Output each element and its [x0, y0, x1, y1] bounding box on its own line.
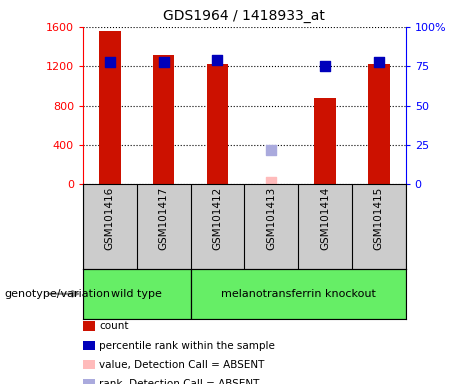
Bar: [83, 269, 190, 319]
Bar: [314, 98, 336, 184]
Bar: [207, 64, 228, 184]
Text: count: count: [99, 321, 129, 331]
Text: GSM101417: GSM101417: [159, 187, 169, 250]
Text: genotype/variation: genotype/variation: [5, 289, 111, 299]
Point: [214, 57, 221, 63]
Text: value, Detection Call = ABSENT: value, Detection Call = ABSENT: [99, 360, 265, 370]
Bar: [190, 269, 406, 319]
Bar: [153, 55, 174, 184]
Point: [321, 63, 329, 70]
Text: GSM101413: GSM101413: [266, 187, 276, 250]
Text: wild type: wild type: [111, 289, 162, 299]
Point: [267, 147, 275, 153]
Bar: [99, 31, 121, 184]
Point: [160, 58, 167, 65]
Point: [267, 179, 275, 185]
Text: rank, Detection Call = ABSENT: rank, Detection Call = ABSENT: [99, 379, 260, 384]
Title: GDS1964 / 1418933_at: GDS1964 / 1418933_at: [163, 9, 325, 23]
Text: GSM101415: GSM101415: [374, 187, 384, 250]
Point: [375, 58, 383, 65]
Text: GSM101412: GSM101412: [213, 187, 223, 250]
Bar: [368, 64, 390, 184]
Text: melanotransferrin knockout: melanotransferrin knockout: [221, 289, 376, 299]
Point: [106, 58, 113, 65]
Text: percentile rank within the sample: percentile rank within the sample: [99, 341, 275, 351]
Text: GSM101414: GSM101414: [320, 187, 330, 250]
Text: GSM101416: GSM101416: [105, 187, 115, 250]
